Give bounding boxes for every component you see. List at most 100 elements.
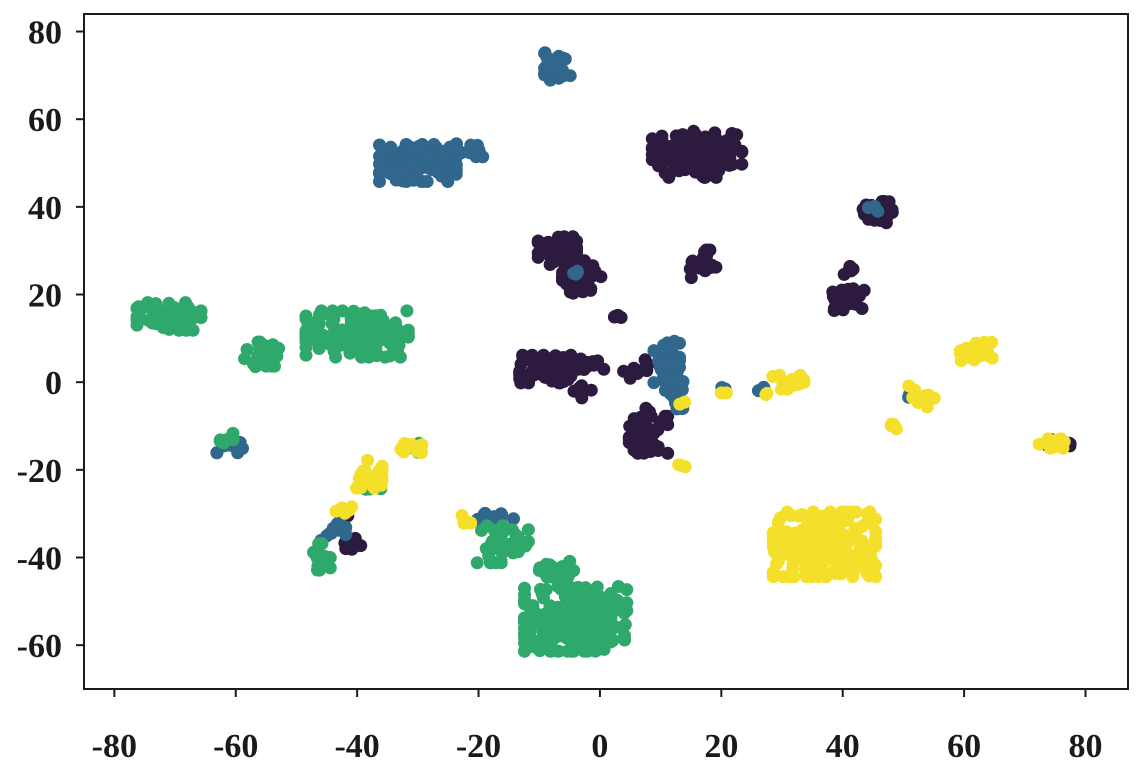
scatter-point: [668, 375, 682, 388]
scatter-point: [266, 338, 280, 352]
scatter-point: [166, 316, 180, 330]
scatter-point: [677, 159, 691, 173]
scatter-point: [581, 356, 595, 370]
scatter-point: [620, 603, 634, 617]
scatter-point: [559, 617, 573, 631]
scatter-point: [401, 329, 415, 343]
scatter-point: [766, 565, 780, 579]
scatter-point: [662, 170, 676, 184]
scatter-point: [921, 393, 935, 407]
scatter-point: [186, 323, 200, 337]
scatter-point: [719, 386, 733, 400]
scatter-point: [226, 433, 240, 447]
y-tick-label: 20: [28, 278, 62, 315]
scatter-point: [689, 158, 703, 172]
scatter-point: [359, 335, 373, 349]
scatter-point: [449, 158, 463, 172]
scatter-point: [543, 73, 557, 87]
scatter-point: [550, 240, 564, 254]
scatter-point: [265, 359, 279, 373]
scatter-point: [567, 564, 581, 577]
scatter-point: [620, 583, 634, 597]
scatter-point: [773, 511, 787, 525]
scatter-point: [470, 556, 484, 570]
scatter-point: [563, 587, 577, 601]
scatter-point: [334, 336, 348, 350]
scatter-point: [255, 357, 269, 371]
scatter-point: [658, 372, 672, 386]
scatter-point: [698, 133, 712, 147]
scatter-point: [569, 267, 583, 281]
scatter-point: [557, 69, 571, 83]
scatter-point: [849, 297, 863, 311]
scatter-point: [862, 569, 876, 583]
scatter-point: [553, 608, 567, 622]
x-tick-label: -40: [334, 728, 379, 763]
scatter-point: [415, 139, 429, 153]
scatter-point: [431, 165, 445, 179]
y-tick-label: 60: [28, 102, 62, 139]
scatter-point: [142, 300, 156, 314]
scatter-point: [662, 339, 676, 353]
scatter-point: [842, 564, 856, 578]
scatter-point: [661, 446, 675, 460]
scatter-point: [393, 350, 407, 364]
scatter-point: [981, 348, 994, 362]
scatter-point: [589, 644, 602, 658]
scatter-point: [816, 525, 830, 539]
scatter-point: [793, 368, 807, 382]
scatter-point: [778, 541, 792, 555]
scatter-point: [857, 284, 871, 297]
scatter-point: [402, 140, 416, 154]
scatter-point: [578, 602, 592, 616]
scatter-point: [526, 365, 540, 379]
y-tick-label: 40: [28, 190, 62, 227]
scatter-point: [584, 383, 598, 397]
x-tick-label: -20: [456, 728, 501, 763]
scatter-point: [540, 51, 554, 65]
scatter-point: [475, 523, 488, 537]
scatter-point: [846, 262, 860, 276]
scatter-point: [559, 277, 573, 291]
scatter-point: [299, 335, 313, 348]
scatter-point: [559, 573, 573, 587]
scatter-point: [846, 505, 860, 519]
scatter-point: [407, 157, 421, 171]
scatter-point: [457, 516, 471, 530]
series-4-points: [329, 335, 1071, 584]
scatter-point: [834, 297, 848, 311]
scatter-point: [385, 167, 399, 181]
scatter-point: [568, 236, 582, 250]
scatter-point: [884, 419, 898, 432]
scatter-point: [617, 364, 631, 378]
scatter-point: [538, 610, 552, 624]
scatter-point: [676, 142, 690, 156]
scatter-point: [495, 527, 509, 541]
scatter-point: [592, 601, 606, 615]
scatter-point: [521, 523, 535, 537]
scatter-point: [556, 52, 570, 66]
scatter-point: [863, 505, 877, 519]
scatter-point: [694, 258, 708, 272]
scatter-point: [178, 306, 192, 320]
y-tick-label: 80: [28, 15, 62, 52]
scatter-point: [323, 337, 337, 351]
scatter-point: [604, 611, 618, 625]
scatter-point: [535, 587, 549, 601]
scatter-points: [130, 46, 1077, 658]
scatter-point: [869, 536, 883, 550]
scatter-point: [315, 304, 328, 318]
scatter-point: [483, 556, 497, 570]
scatter-point: [1056, 441, 1070, 455]
scatter-point: [814, 560, 828, 574]
x-tick-label: -80: [92, 728, 137, 763]
scatter-point: [574, 385, 588, 399]
scatter-point: [911, 396, 925, 409]
scatter-point: [688, 145, 702, 159]
scatter-point: [537, 246, 550, 260]
x-tick-label: 0: [591, 728, 608, 763]
scatter-point: [544, 644, 558, 658]
scatter-point: [867, 200, 881, 214]
scatter-point: [130, 310, 144, 324]
